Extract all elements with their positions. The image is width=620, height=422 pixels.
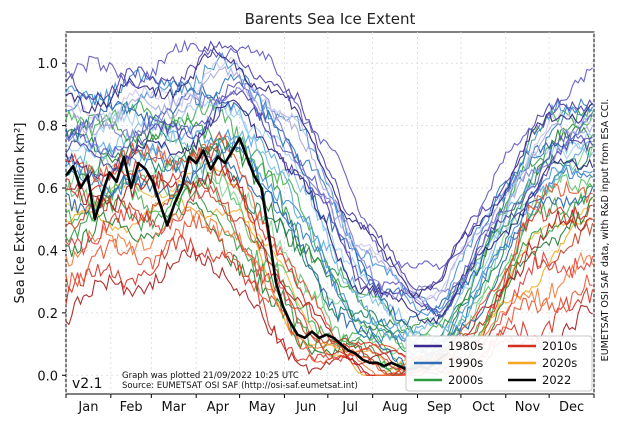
x-tick-label: Jul: [341, 400, 358, 415]
y-tick-label: 0.4: [37, 244, 58, 259]
series-line-2022: [64, 136, 449, 371]
decade-year-line-2010s: [65, 234, 594, 376]
decade-year-line-2020s: [65, 159, 594, 376]
chart-title: Barents Sea Ice Extent: [245, 10, 416, 28]
legend-label: 2010s: [542, 339, 577, 353]
series-lines: [64, 136, 449, 371]
decade-year-line-1980s: [65, 65, 594, 306]
decade-year-line-1990s: [65, 128, 593, 359]
plot-area: [64, 31, 595, 395]
legend-box: [405, 335, 593, 392]
decade-year-line-1980s: [65, 39, 593, 271]
x-tick-label: Feb: [120, 400, 143, 415]
decade-year-line-1980s: [65, 82, 593, 301]
x-tick-label: Jan: [77, 400, 98, 415]
decade-year-line-1990s: [65, 138, 593, 363]
y-tick-label: 0.6: [37, 182, 58, 197]
y-tick-label: 0.2: [37, 307, 58, 322]
y-tick-label: 1.0: [37, 57, 58, 72]
source-text: Source: EUMETSAT OSI SAF (http://osi-saf…: [122, 381, 358, 391]
decade-year-line-1980s: [65, 81, 593, 314]
credit-text: EUMETSAT OSI SAF data, with R&D input fr…: [600, 99, 611, 362]
version-label: v2.1: [72, 376, 103, 392]
decade-year-line-1980s: [65, 40, 594, 291]
legend-label: 1990s: [448, 356, 483, 370]
y-tick-label: 0.0: [37, 369, 58, 384]
legend-label: 1980s: [448, 339, 483, 353]
x-tick-label: Jun: [295, 400, 316, 415]
legend-label: 2000s: [448, 373, 483, 387]
decade-year-line-2010s: [65, 207, 594, 376]
x-tick-label: Sep: [427, 400, 452, 415]
decade-year-line-2000s: [65, 142, 594, 356]
legend: 1980s 1990s 2000s 2010s 2020s 2022: [405, 335, 593, 392]
plotted-date-text: Graph was plotted 21/09/2022 10:25 UTC: [122, 371, 299, 381]
decade-year-line-2010s: [65, 131, 593, 374]
decade-year-line-1980s: [65, 46, 593, 298]
decade-year-line-1980s: [65, 56, 594, 302]
x-tick-label: Oct: [472, 400, 494, 415]
decade-year-line-2000s: [65, 125, 594, 345]
decade-year-line-1980s: [65, 99, 594, 325]
x-tick-label: Mar: [162, 400, 187, 415]
decade-year-line-2010s: [65, 145, 593, 375]
x-tick-label: May: [249, 400, 276, 415]
legend-label: 2022: [542, 373, 571, 387]
decade-year-line-2000s: [65, 137, 593, 356]
x-tick-label: Dec: [559, 400, 584, 415]
y-axis-label: Sea Ice Extent [million km²]: [13, 123, 28, 304]
x-tick-label: Apr: [207, 400, 230, 415]
x-tick-label: Nov: [515, 400, 541, 415]
x-tick-label: Aug: [382, 400, 407, 415]
y-tick-label: 0.8: [37, 120, 58, 135]
x-axis: Jan Feb Mar Apr May Jun Jul Aug Sep Oct Nov Dec: [65, 394, 595, 415]
decade-year-line-2010s: [65, 184, 594, 376]
y-axis: 0.0 0.2 0.4 0.6 0.8 1.0: [37, 57, 66, 384]
legend-label: 2020s: [542, 356, 577, 370]
